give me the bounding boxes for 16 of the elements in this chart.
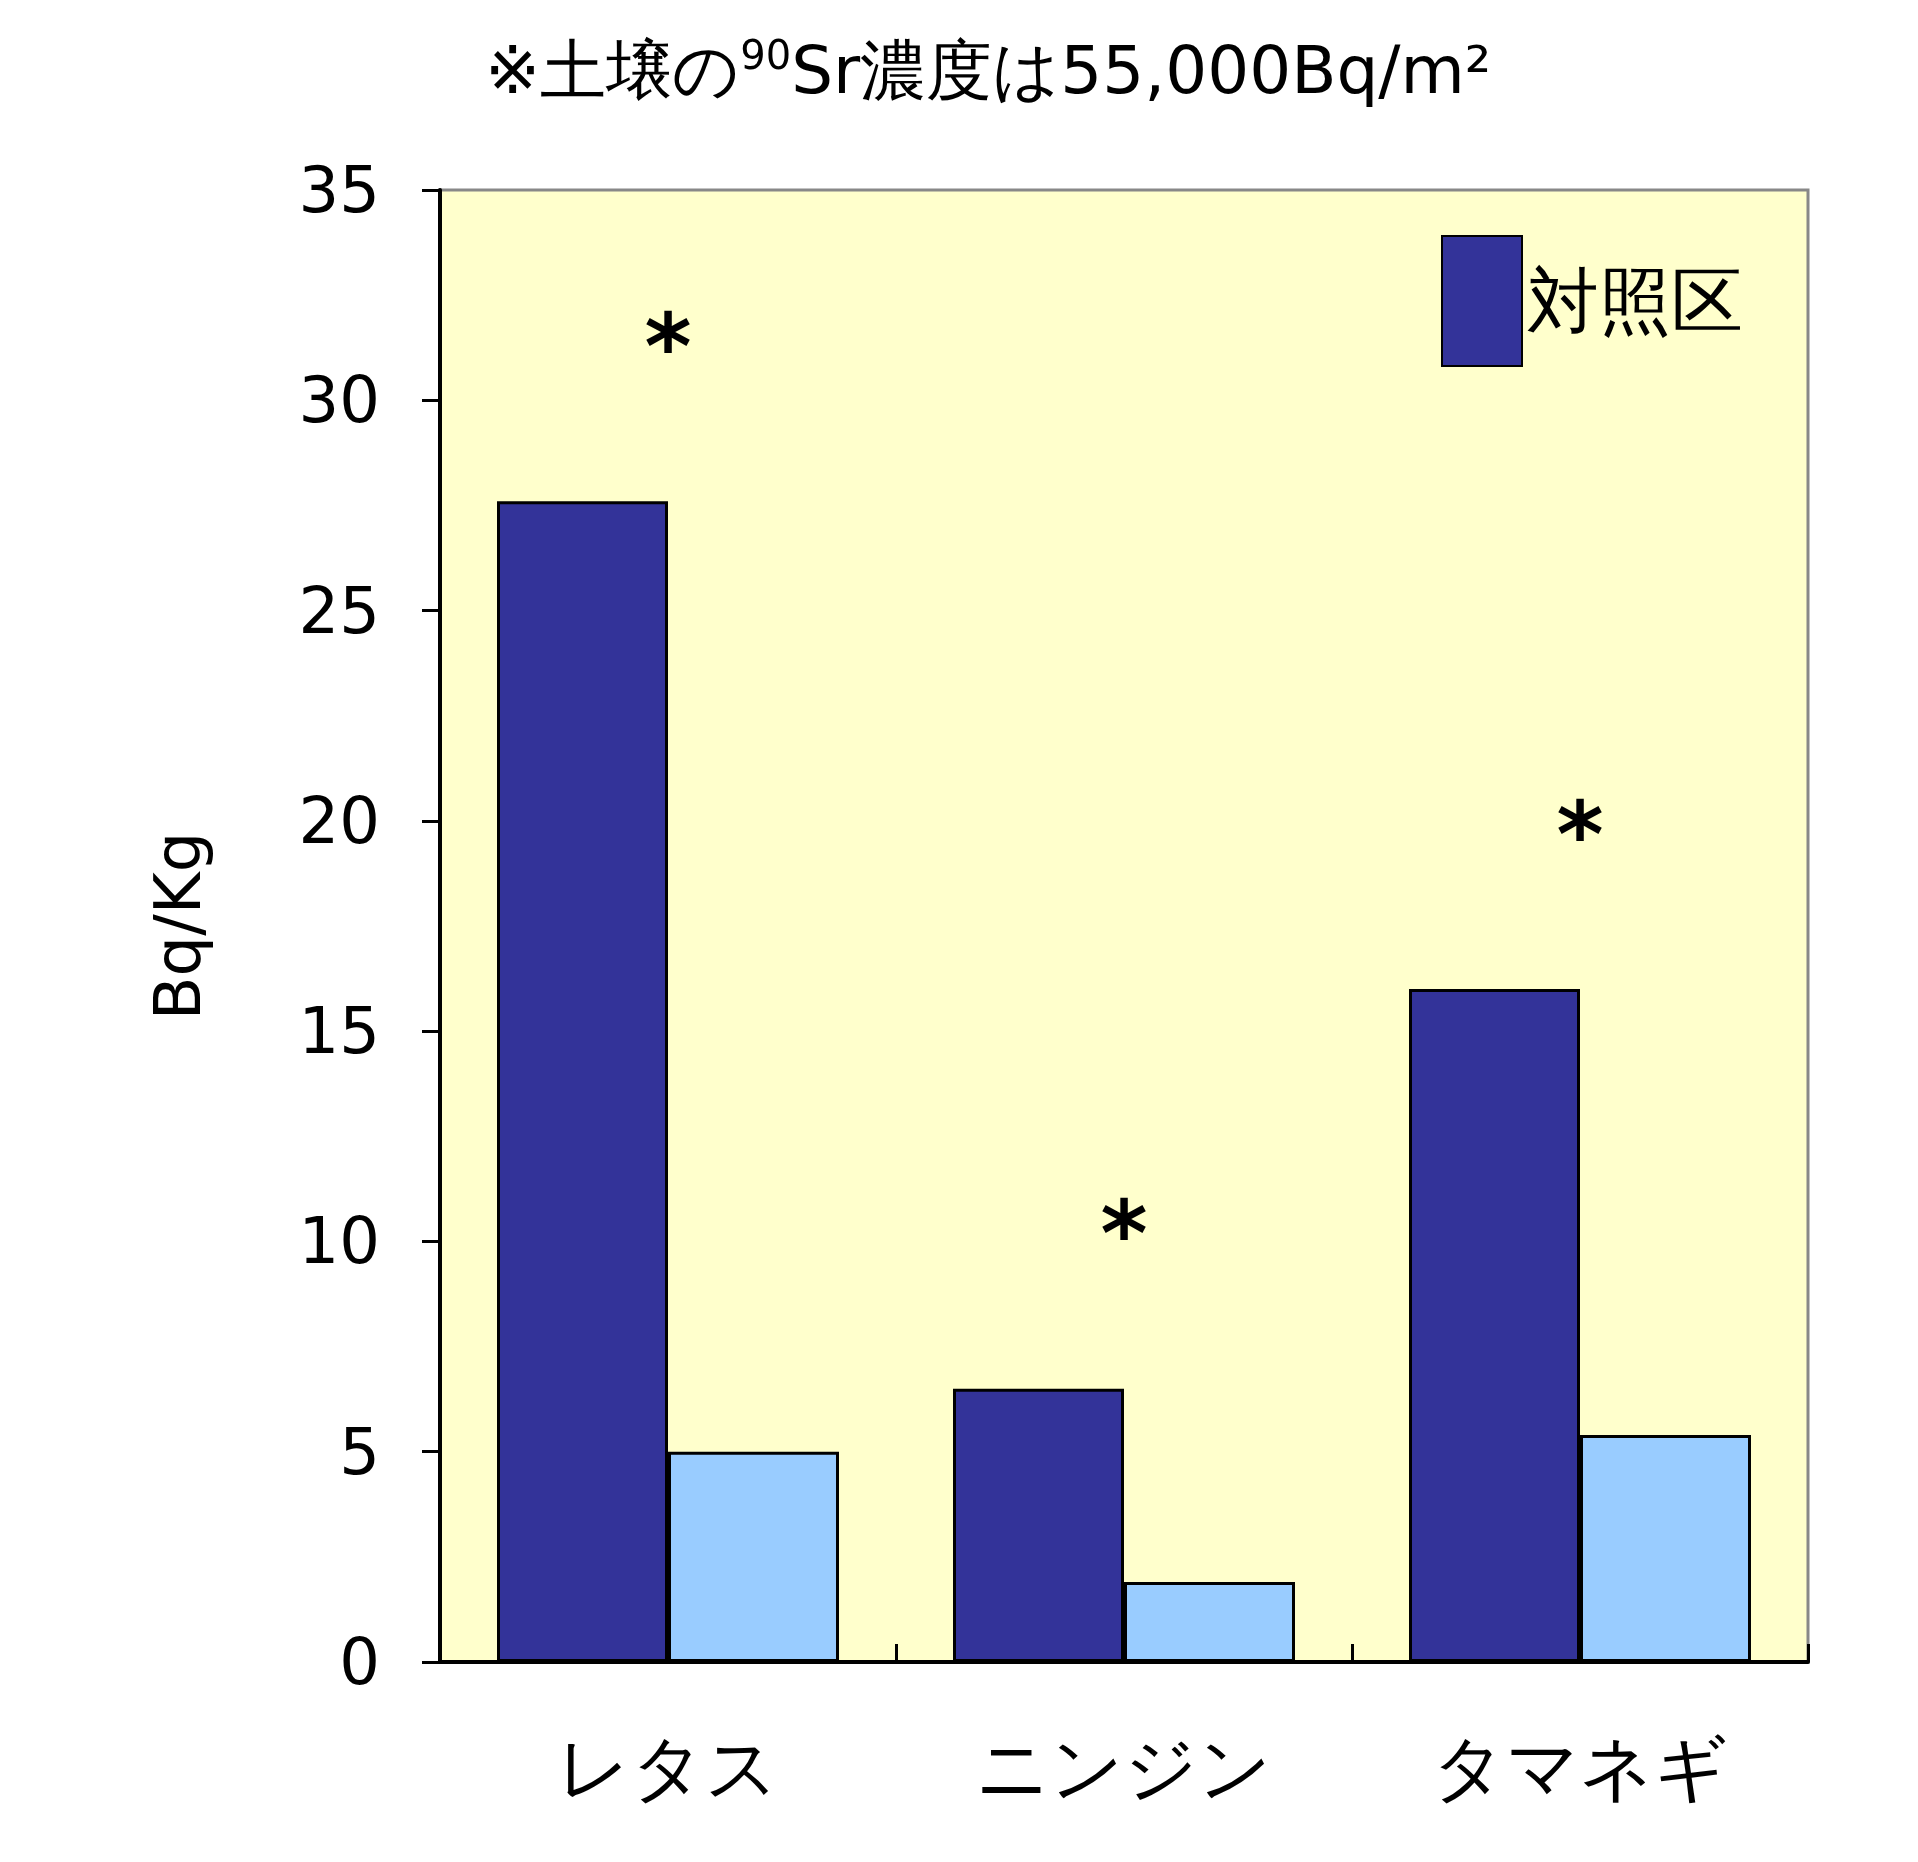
y-tick-label: 15	[298, 994, 380, 1069]
annotation: *	[1100, 1181, 1148, 1287]
x-tick-label: レタス	[557, 1726, 779, 1810]
y-tick-label: 25	[298, 573, 380, 648]
y-axis-title: Bq/Kg	[141, 831, 215, 1021]
y-tick-label: 30	[298, 363, 380, 438]
y-tick-label: 0	[339, 1625, 380, 1699]
y-tick-label: 5	[339, 1414, 380, 1489]
x-tick-label: タマネギ	[1432, 1726, 1728, 1810]
x-tick-label: ニンジン	[976, 1726, 1272, 1810]
annotation: *	[1556, 781, 1604, 887]
y-tick-label: 10	[298, 1204, 380, 1279]
y-tick-label: 35	[298, 153, 380, 227]
y-tick-label: 20	[298, 783, 380, 858]
annotation: *	[644, 293, 692, 399]
legend-label: 対照区	[1527, 259, 1743, 343]
